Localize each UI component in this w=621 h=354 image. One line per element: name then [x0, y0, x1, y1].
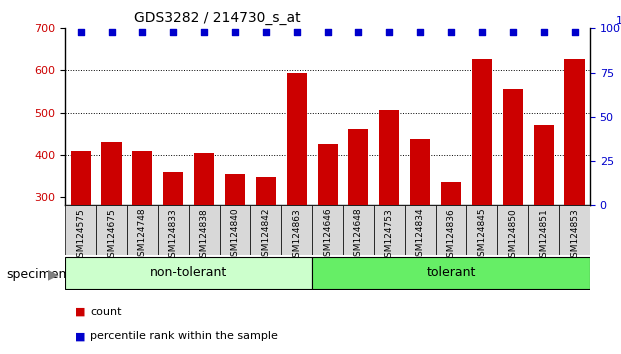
Point: [322, 29, 332, 35]
Point: [107, 29, 117, 35]
Point: [538, 29, 548, 35]
Bar: [348, 130, 368, 205]
Point: [384, 29, 394, 35]
Text: ▶: ▶: [48, 267, 59, 281]
Point: [199, 29, 209, 35]
Text: GSM124834: GSM124834: [415, 208, 425, 262]
Bar: [65, 205, 96, 255]
Point: [292, 29, 302, 35]
Bar: [312, 205, 343, 255]
Bar: [225, 174, 245, 205]
Bar: [472, 59, 492, 205]
Bar: [158, 205, 189, 255]
Bar: [343, 205, 374, 255]
Text: GSM124575: GSM124575: [76, 208, 85, 263]
Bar: [220, 205, 250, 255]
Bar: [564, 59, 584, 205]
Bar: [127, 205, 158, 255]
Text: tolerant: tolerant: [427, 266, 476, 279]
Text: GSM124833: GSM124833: [169, 208, 178, 263]
Bar: [101, 142, 122, 205]
Point: [230, 29, 240, 35]
Bar: [374, 205, 405, 255]
Y-axis label: 100%: 100%: [616, 16, 621, 26]
Bar: [528, 205, 559, 255]
Bar: [317, 144, 338, 205]
Point: [353, 29, 363, 35]
Bar: [312, 257, 590, 289]
Bar: [379, 110, 399, 205]
Bar: [533, 125, 554, 205]
Text: GDS3282 / 214730_s_at: GDS3282 / 214730_s_at: [134, 11, 301, 25]
Text: GSM124753: GSM124753: [385, 208, 394, 263]
Bar: [194, 154, 214, 205]
Bar: [410, 139, 430, 205]
Bar: [435, 205, 466, 255]
Text: GSM124863: GSM124863: [292, 208, 301, 263]
Text: GSM124748: GSM124748: [138, 208, 147, 262]
Bar: [281, 205, 312, 255]
Bar: [96, 205, 127, 255]
Bar: [466, 205, 497, 255]
Point: [446, 29, 456, 35]
Bar: [405, 205, 435, 255]
Point: [569, 29, 579, 35]
Bar: [497, 205, 528, 255]
Text: GSM124836: GSM124836: [446, 208, 456, 263]
Bar: [71, 150, 91, 205]
Bar: [441, 182, 461, 205]
Bar: [503, 90, 523, 205]
Text: GSM124845: GSM124845: [478, 208, 486, 262]
Text: GSM124648: GSM124648: [354, 208, 363, 262]
Point: [508, 29, 518, 35]
Text: GSM124853: GSM124853: [570, 208, 579, 263]
Bar: [132, 150, 152, 205]
Bar: [163, 172, 183, 205]
Text: GSM124850: GSM124850: [508, 208, 517, 263]
Text: ■: ■: [75, 331, 85, 341]
Point: [261, 29, 271, 35]
Point: [137, 29, 147, 35]
Bar: [189, 205, 220, 255]
Text: percentile rank within the sample: percentile rank within the sample: [90, 331, 278, 341]
Text: specimen: specimen: [6, 268, 66, 281]
Bar: [65, 257, 312, 289]
Text: GSM124851: GSM124851: [539, 208, 548, 263]
Point: [76, 29, 86, 35]
Text: count: count: [90, 307, 122, 316]
Text: GSM124842: GSM124842: [261, 208, 270, 262]
Point: [415, 29, 425, 35]
Point: [477, 29, 487, 35]
Bar: [250, 205, 281, 255]
Bar: [256, 177, 276, 205]
Text: ■: ■: [75, 307, 85, 316]
Text: GSM124675: GSM124675: [107, 208, 116, 263]
Bar: [559, 205, 590, 255]
Point: [168, 29, 178, 35]
Text: GSM124646: GSM124646: [323, 208, 332, 262]
Bar: [287, 73, 307, 205]
Text: GSM124838: GSM124838: [199, 208, 209, 263]
Text: non-tolerant: non-tolerant: [150, 266, 227, 279]
Text: GSM124840: GSM124840: [230, 208, 240, 262]
